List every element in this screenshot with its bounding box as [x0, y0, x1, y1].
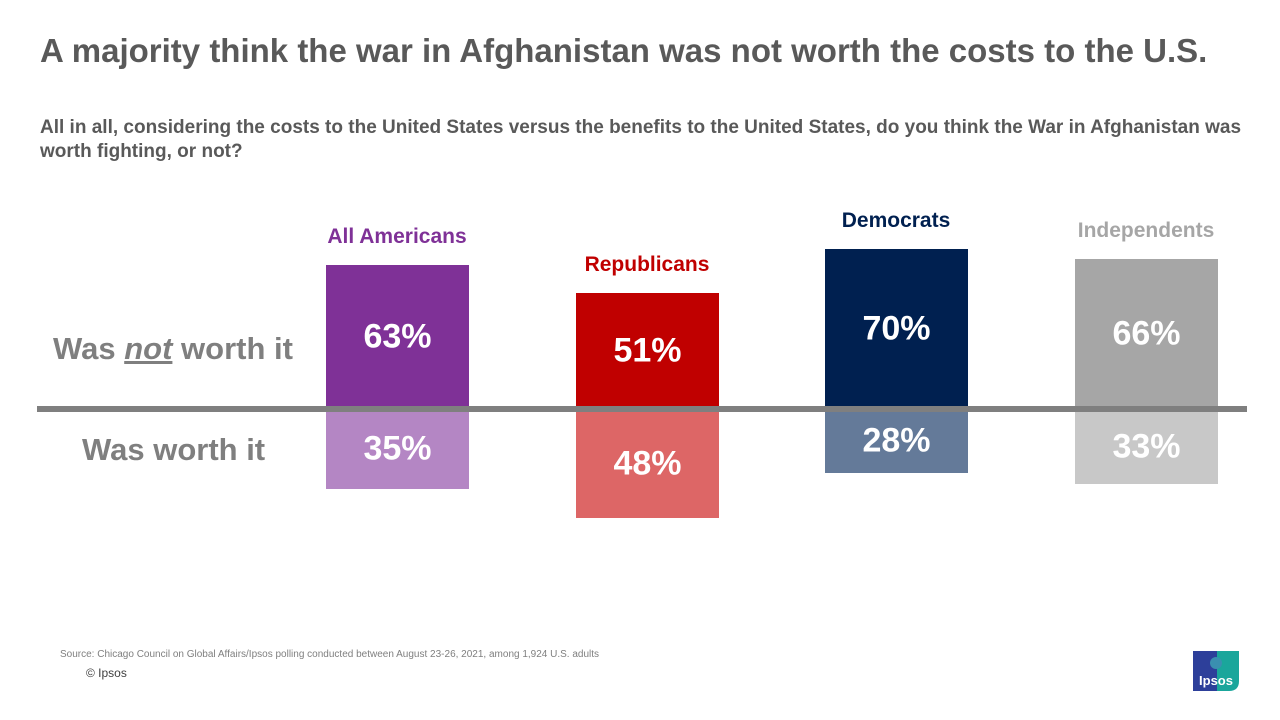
- bar-not-worth: [825, 249, 968, 409]
- category-label: Independents: [1077, 218, 1215, 242]
- category-label: Republicans: [584, 252, 710, 276]
- bar-not-worth: [576, 292, 719, 409]
- bar-not-worth: [1075, 258, 1218, 409]
- value-label-worth: 35%: [363, 429, 432, 468]
- category-label: All Americans: [327, 225, 467, 249]
- value-label-worth: 33%: [1112, 427, 1181, 466]
- value-label-not-worth: 63%: [363, 317, 432, 356]
- value-label-not-worth: 51%: [613, 331, 682, 370]
- slide-title: A majority think the war in Afghanistan …: [40, 32, 1208, 69]
- bar-worth: [326, 409, 469, 489]
- row-label-not-worth: Was not worth it: [53, 331, 293, 367]
- source-note: Source: Chicago Council on Global Affair…: [60, 649, 600, 660]
- question-text: All in all, considering the costs to the…: [40, 117, 1242, 162]
- row-label-emphasis: not: [124, 331, 173, 366]
- svg-text:Ipsos: Ipsos: [1199, 673, 1233, 688]
- value-label-worth: 48%: [613, 444, 682, 483]
- value-label-not-worth: 66%: [1112, 314, 1181, 353]
- baseline-divider: [37, 406, 1247, 412]
- ipsos-logo-icon: Ipsos: [1193, 651, 1239, 691]
- value-label-not-worth: 70%: [862, 309, 931, 348]
- bar-worth: [576, 409, 719, 519]
- row-label-worth: Was worth it: [82, 432, 266, 467]
- bar-not-worth: [326, 265, 469, 409]
- row-label-suffix: worth it: [172, 331, 293, 366]
- bar-worth: [825, 409, 968, 473]
- value-label-worth: 28%: [862, 421, 931, 460]
- copyright: © Ipsos: [86, 666, 127, 680]
- row-label-prefix: Was: [53, 331, 125, 366]
- bar-worth: [1075, 409, 1218, 485]
- category-label: Democrats: [841, 209, 951, 233]
